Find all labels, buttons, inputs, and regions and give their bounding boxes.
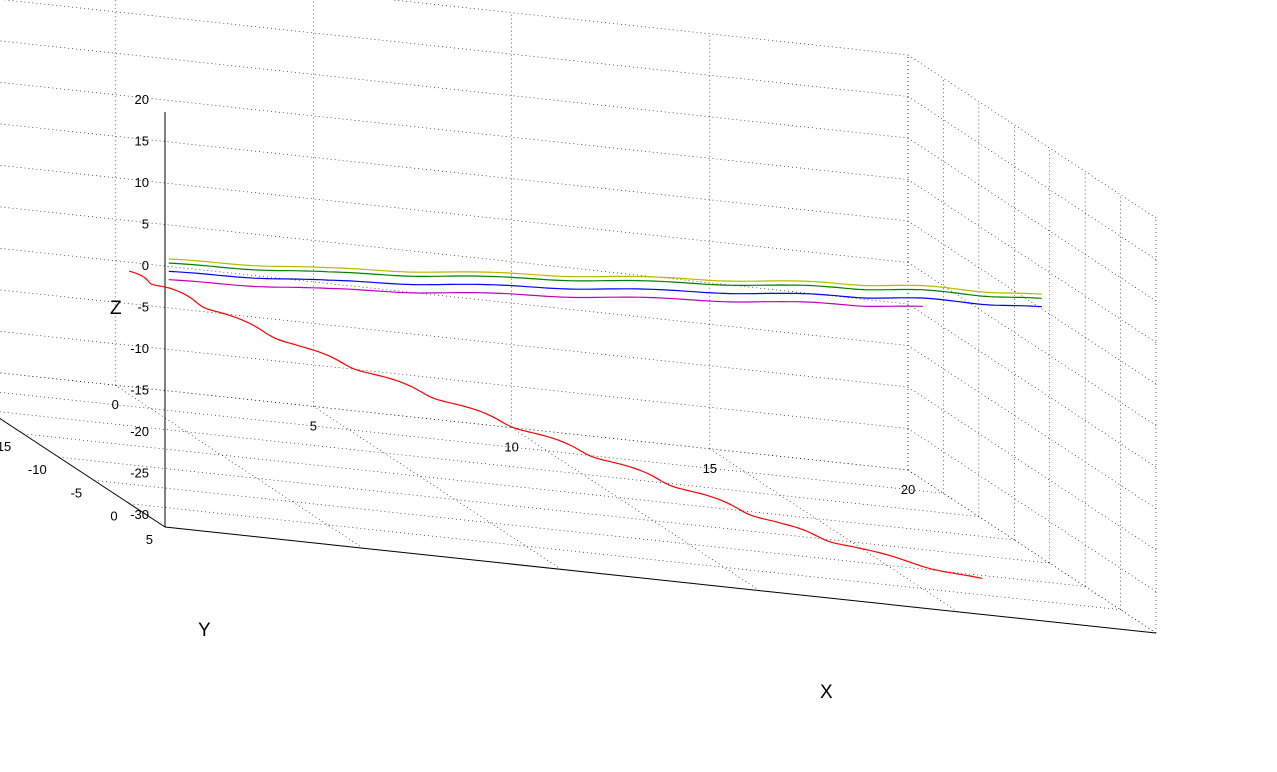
y-tick-label: -15 <box>0 439 11 454</box>
x-axis-label: X <box>820 682 833 703</box>
side-wall-grid-line <box>907 96 1157 260</box>
side-wall-grid-line <box>907 428 1157 592</box>
back-wall-grid-line <box>2 0 909 97</box>
back-wall-grid-line <box>390 0 909 56</box>
z-tick-label: -20 <box>130 424 149 439</box>
axis-labels: X Y Z <box>110 298 833 703</box>
series-line <box>129 270 983 579</box>
side-wall-grid-line <box>907 386 1157 551</box>
side-wall-grid-line <box>907 220 1157 385</box>
y-tick-label: 0 <box>110 509 117 524</box>
series-line <box>168 279 923 307</box>
floor-grid-line <box>313 406 562 570</box>
x-tick-label: 5 <box>310 418 317 433</box>
z-tick-label: -25 <box>130 466 149 481</box>
z-tick-label: -30 <box>130 507 149 522</box>
z-tick-label: -5 <box>137 300 149 315</box>
x-axis-line <box>164 526 1157 634</box>
tick-labels: -50510152050-5-10-15-20-25-3020151050-5-… <box>0 92 915 547</box>
side-wall-grid-line <box>907 54 1157 219</box>
series-line <box>168 270 1042 308</box>
z-tick-label: -10 <box>130 341 149 356</box>
y-tick-label: -5 <box>71 485 83 500</box>
z-tick-label: 20 <box>135 92 149 107</box>
z-tick-label: 15 <box>135 134 149 149</box>
z-axis-label: Z <box>110 298 122 319</box>
floor-grid-line <box>129 503 1121 611</box>
side-wall-grid-line <box>907 179 1157 343</box>
floor-grid-line <box>511 427 760 591</box>
y-tick-label: 5 <box>146 532 153 547</box>
z-tick-label: 10 <box>135 175 149 190</box>
series-line <box>168 262 1042 299</box>
y-tick-label: -10 <box>28 462 47 477</box>
side-wall-grid-line <box>907 262 1157 426</box>
x-tick-label: 0 <box>112 397 119 412</box>
x-tick-label: 15 <box>703 461 717 476</box>
side-wall-grid-line <box>907 345 1157 509</box>
data-series <box>129 258 1042 579</box>
y-axis-line <box>0 417 166 528</box>
side-wall-grid-line <box>907 469 1157 634</box>
x-tick-label: 10 <box>504 440 518 455</box>
side-wall-grid-line <box>907 137 1157 302</box>
floor-grid-line <box>58 456 1050 564</box>
floor-grid-line <box>115 384 364 549</box>
series-line <box>168 258 1042 295</box>
z-tick-label: -15 <box>130 383 149 398</box>
floor-grid-line <box>709 448 958 613</box>
side-wall-grid-line <box>907 303 1157 468</box>
axes <box>0 112 1157 634</box>
z-tick-label: 5 <box>142 217 149 232</box>
grid-lines <box>0 0 1157 634</box>
z-tick-label: 0 <box>142 258 149 273</box>
y-axis-label: Y <box>198 620 211 641</box>
x-tick-label: 20 <box>901 482 915 497</box>
